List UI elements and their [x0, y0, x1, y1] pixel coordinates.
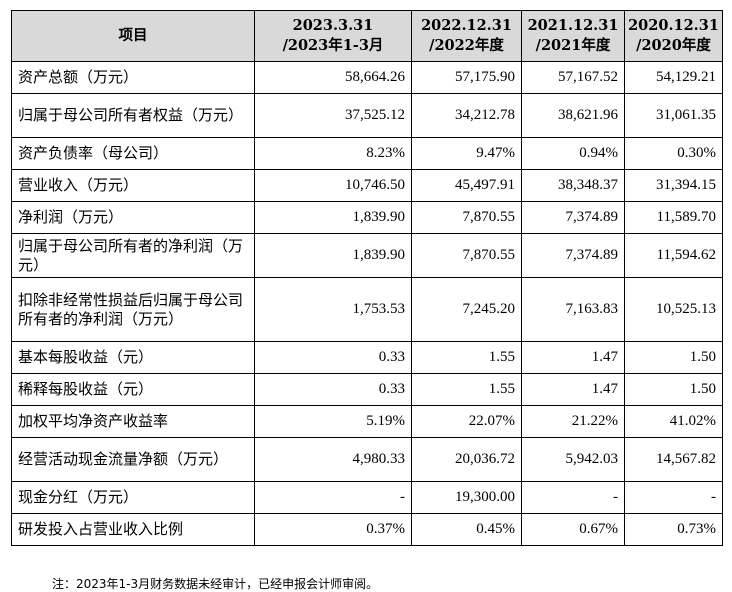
cell-value: 11,589.70 [624, 201, 723, 234]
cell-value: 1.50 [624, 341, 723, 374]
cell-value: 7,245.20 [411, 277, 522, 342]
cell-value: 7,163.83 [521, 277, 625, 342]
table-footnote: 注：2023年1-3月财务数据未经审计，已经申报会计师审阅。 [52, 577, 379, 591]
header-2022-date: 2022.12.31 [421, 17, 512, 34]
table-row: 净利润（万元） 1,839.90 7,870.55 7,374.89 11,58… [11, 201, 723, 234]
cell-value: - [254, 481, 412, 514]
cell-value: 10,746.50 [254, 169, 412, 202]
cell-value: 0.94% [521, 137, 625, 170]
cell-value: 45,497.91 [411, 169, 522, 202]
row-label: 稀释每股收益（元） [11, 373, 255, 406]
cell-value: 1,753.53 [254, 277, 412, 342]
cell-value: 0.37% [254, 513, 412, 546]
cell-value: 1.50 [624, 373, 723, 406]
table-row: 研发投入占营业收入比例 0.37% 0.45% 0.67% 0.73% [11, 513, 723, 546]
cell-value: 14,567.82 [624, 437, 723, 482]
cell-value: 31,061.35 [624, 93, 723, 138]
row-label: 经营活动现金流量净额（万元） [11, 437, 255, 482]
cell-value: 7,374.89 [521, 233, 625, 278]
table-row: 经营活动现金流量净额（万元） 4,980.33 20,036.72 5,942.… [11, 437, 723, 482]
row-label: 资产负债率（母公司） [11, 137, 255, 170]
cell-value: 0.67% [521, 513, 625, 546]
table-header-row: 项目 2023.3.31 /2023年1-3月 2022.12.31 /2022… [11, 10, 723, 62]
header-item: 项目 [11, 10, 255, 62]
cell-value: 9.47% [411, 137, 522, 170]
cell-value: 7,870.55 [411, 201, 522, 234]
cell-value: 1,839.90 [254, 201, 412, 234]
row-label: 归属于母公司所有者的净利润（万元） [11, 233, 255, 278]
table-row: 营业收入（万元） 10,746.50 45,497.91 38,348.37 3… [11, 169, 723, 202]
cell-value: 7,870.55 [411, 233, 522, 278]
table-row: 现金分红（万元） - 19,300.00 - - [11, 481, 723, 514]
header-2021-date: 2021.12.31 [527, 17, 619, 34]
cell-value: 0.33 [254, 373, 412, 406]
cell-value: 5,942.03 [521, 437, 625, 482]
cell-value: 7,374.89 [521, 201, 625, 234]
row-label: 现金分红（万元） [11, 481, 255, 514]
cell-value: 5.19% [254, 405, 412, 438]
cell-value: 19,300.00 [411, 481, 522, 514]
row-label: 扣除非经常性损益后归属于母公司所有者的净利润（万元） [11, 277, 255, 342]
cell-value: 1.47 [521, 373, 625, 406]
cell-value: 41.02% [624, 405, 723, 438]
cell-value: 38,621.96 [521, 93, 625, 138]
row-label: 营业收入（万元） [11, 169, 255, 202]
header-2020: 2020.12.31 /2020年度 [624, 10, 723, 62]
header-2023q1-date: 2023.3.31 [292, 17, 374, 34]
cell-value: 21.22% [521, 405, 625, 438]
table-row: 扣除非经常性损益后归属于母公司所有者的净利润（万元） 1,753.53 7,24… [11, 277, 723, 342]
header-2023q1: 2023.3.31 /2023年1-3月 [254, 10, 412, 62]
cell-value: 0.73% [624, 513, 723, 546]
table-row: 基本每股收益（元） 0.33 1.55 1.47 1.50 [11, 341, 723, 374]
table-row: 资产总额（万元） 58,664.26 57,175.90 57,167.52 5… [11, 61, 723, 94]
table-row: 资产负债率（母公司） 8.23% 9.47% 0.94% 0.30% [11, 137, 723, 170]
header-2022: 2022.12.31 /2022年度 [411, 10, 522, 62]
header-2022-period: /2022年度 [429, 37, 504, 54]
header-2020-period: /2020年度 [636, 37, 711, 54]
cell-value: 0.33 [254, 341, 412, 374]
cell-value: 37,525.12 [254, 93, 412, 138]
cell-value: 58,664.26 [254, 61, 412, 94]
cell-value: 34,212.78 [411, 93, 522, 138]
header-2021: 2021.12.31 /2021年度 [521, 10, 625, 62]
cell-value: 57,175.90 [411, 61, 522, 94]
cell-value: 11,594.62 [624, 233, 723, 278]
cell-value: 1,839.90 [254, 233, 412, 278]
cell-value: - [521, 481, 625, 514]
row-label: 研发投入占营业收入比例 [11, 513, 255, 546]
row-label: 归属于母公司所有者权益（万元） [11, 93, 255, 138]
cell-value: 8.23% [254, 137, 412, 170]
cell-value: 1.47 [521, 341, 625, 374]
header-2021-period: /2021年度 [535, 37, 611, 54]
cell-value: - [624, 481, 723, 514]
cell-value: 4,980.33 [254, 437, 412, 482]
cell-value: 38,348.37 [521, 169, 625, 202]
table-row: 稀释每股收益（元） 0.33 1.55 1.47 1.50 [11, 373, 723, 406]
cell-value: 0.30% [624, 137, 723, 170]
header-item-label: 项目 [118, 27, 148, 44]
cell-value: 57,167.52 [521, 61, 625, 94]
table-row: 加权平均净资产收益率 5.19% 22.07% 21.22% 41.02% [11, 405, 723, 438]
cell-value: 31,394.15 [624, 169, 723, 202]
row-label: 基本每股收益（元） [11, 341, 255, 374]
header-2023q1-period: /2023年1-3月 [282, 37, 384, 54]
cell-value: 1.55 [411, 341, 522, 374]
table-row: 归属于母公司所有者的净利润（万元） 1,839.90 7,870.55 7,37… [11, 233, 723, 278]
row-label: 加权平均净资产收益率 [11, 405, 255, 438]
financial-indicators-table: 项目 2023.3.31 /2023年1-3月 2022.12.31 /2022… [11, 10, 723, 546]
cell-value: 0.45% [411, 513, 522, 546]
cell-value: 1.55 [411, 373, 522, 406]
cell-value: 10,525.13 [624, 277, 723, 342]
row-label: 资产总额（万元） [11, 61, 255, 94]
row-label: 净利润（万元） [11, 201, 255, 234]
cell-value: 22.07% [411, 405, 522, 438]
table-row: 归属于母公司所有者权益（万元） 37,525.12 34,212.78 38,6… [11, 93, 723, 138]
cell-value: 20,036.72 [411, 437, 522, 482]
header-2020-date: 2020.12.31 [628, 17, 719, 34]
cell-value: 54,129.21 [624, 61, 723, 94]
